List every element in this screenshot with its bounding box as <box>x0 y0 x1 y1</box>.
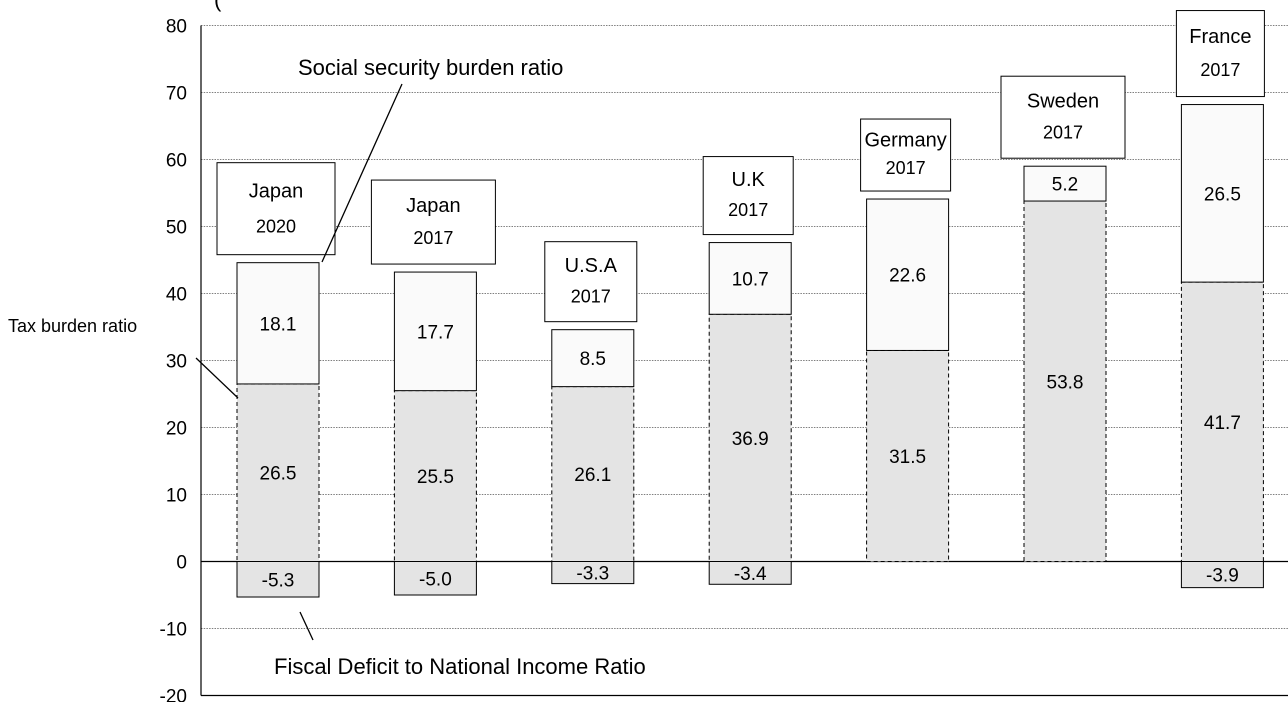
bar-fiscal-deficit <box>236 561 320 598</box>
deficit-value-label: -5.3 <box>262 570 295 591</box>
bar-tax-burden <box>866 349 950 563</box>
deficit-value-label: -5.0 <box>419 569 452 590</box>
country-year-label: 2017 <box>571 286 611 306</box>
country-name-label: Sweden <box>1027 90 1099 112</box>
social-value-label: 8.5 <box>580 349 606 370</box>
bar-social-security <box>708 242 792 315</box>
social-security-annotation: Social security burden ratio <box>298 55 563 80</box>
bars <box>236 104 1264 598</box>
deficit-value-label: -3.3 <box>576 564 609 585</box>
country-labels: Japan 2020 Japan 2017 U.S.A 2017 U.K 2017 German… <box>216 10 1265 323</box>
bar-social-security <box>866 198 950 351</box>
bar-fiscal-deficit <box>708 561 792 585</box>
country-name-label: Japan <box>249 181 304 203</box>
y-tick-label: 10 <box>166 486 187 507</box>
social-value-label: 5.2 <box>1052 175 1078 196</box>
bar-social-security <box>393 271 477 392</box>
social-value-label: 17.7 <box>417 322 454 343</box>
bar-social-security <box>236 262 320 385</box>
country-year-label: 2017 <box>413 228 453 248</box>
tax-burden-annotation: Tax burden ratio <box>8 316 137 336</box>
social-leader-line <box>321 83 403 263</box>
country-label-box <box>1175 10 1265 98</box>
country-label-box <box>544 241 638 323</box>
country-label-box <box>702 156 794 236</box>
deficit-value-label: -3.4 <box>734 564 767 585</box>
country-year-label: 2017 <box>1200 60 1240 80</box>
country-year-label: 2020 <box>256 217 296 237</box>
deficit-leader-line <box>299 611 314 641</box>
y-axis-ticks: -20 -10 0 10 20 30 40 50 60 70 80 <box>160 17 187 702</box>
deficit-value-label: -3.9 <box>1206 566 1239 587</box>
tax-value-label: 53.8 <box>1047 372 1084 393</box>
y-tick-label: -20 <box>160 687 187 702</box>
y-tick-label: 70 <box>166 84 187 105</box>
tax-value-label: 41.7 <box>1204 413 1241 434</box>
y-tick-label: 80 <box>166 17 187 38</box>
social-value-label: 10.7 <box>732 269 769 290</box>
social-value-label: 22.6 <box>889 266 926 287</box>
bar-tax-burden <box>1180 281 1264 562</box>
bar-tax-burden <box>708 313 792 562</box>
y-tick-label: 0 <box>176 553 187 574</box>
country-year-label: 2017 <box>728 200 768 220</box>
data-labels: 26.5 18.1 -5.3 25.5 17.7 -5.0 26.1 8.5 -3.3 36.9 1… <box>260 175 1241 592</box>
y-tick-label: 30 <box>166 352 187 373</box>
country-name-label: Germany <box>864 129 946 151</box>
y-tick-label: 60 <box>166 151 187 172</box>
top-partial-title: ( <box>214 0 222 12</box>
bar-social-security <box>1023 165 1107 202</box>
country-label-box <box>1000 75 1126 159</box>
bar-fiscal-deficit <box>1180 561 1264 589</box>
fiscal-deficit-annotation: Fiscal Deficit to National Income Ratio <box>274 654 646 679</box>
country-name-label: France <box>1189 26 1251 48</box>
country-year-label: 2017 <box>886 158 926 178</box>
bar-social-security <box>1180 104 1264 283</box>
tax-leader-line <box>195 357 239 399</box>
tax-value-label: 25.5 <box>417 467 454 488</box>
bar-fiscal-deficit <box>393 561 477 596</box>
country-label-box <box>860 118 952 192</box>
country-name-label: Japan <box>406 195 461 217</box>
country-name-label: U.S.A <box>565 255 618 277</box>
y-tick-label: -10 <box>160 620 187 641</box>
bar-tax-burden <box>1023 200 1107 562</box>
annotations: ( Social security burden ratio Tax burde… <box>8 0 646 679</box>
tax-value-label: 36.9 <box>732 429 769 450</box>
tax-value-label: 26.5 <box>260 464 297 485</box>
y-tick-label: 40 <box>166 285 187 306</box>
social-value-label: 18.1 <box>260 314 297 335</box>
bar-fiscal-deficit <box>551 561 635 585</box>
y-tick-label: 50 <box>166 218 187 239</box>
bar-social-security <box>551 329 635 388</box>
bar-tax-burden <box>236 383 320 563</box>
tax-value-label: 31.5 <box>889 447 926 468</box>
tax-value-label: 26.1 <box>574 465 611 486</box>
social-value-label: 26.5 <box>1204 184 1241 205</box>
country-label-box <box>216 162 336 256</box>
country-year-label: 2017 <box>1043 123 1083 143</box>
country-name-label: U.K <box>732 169 766 191</box>
country-label-box <box>370 179 496 265</box>
bar-tax-burden <box>393 390 477 562</box>
y-tick-label: 20 <box>166 419 187 440</box>
